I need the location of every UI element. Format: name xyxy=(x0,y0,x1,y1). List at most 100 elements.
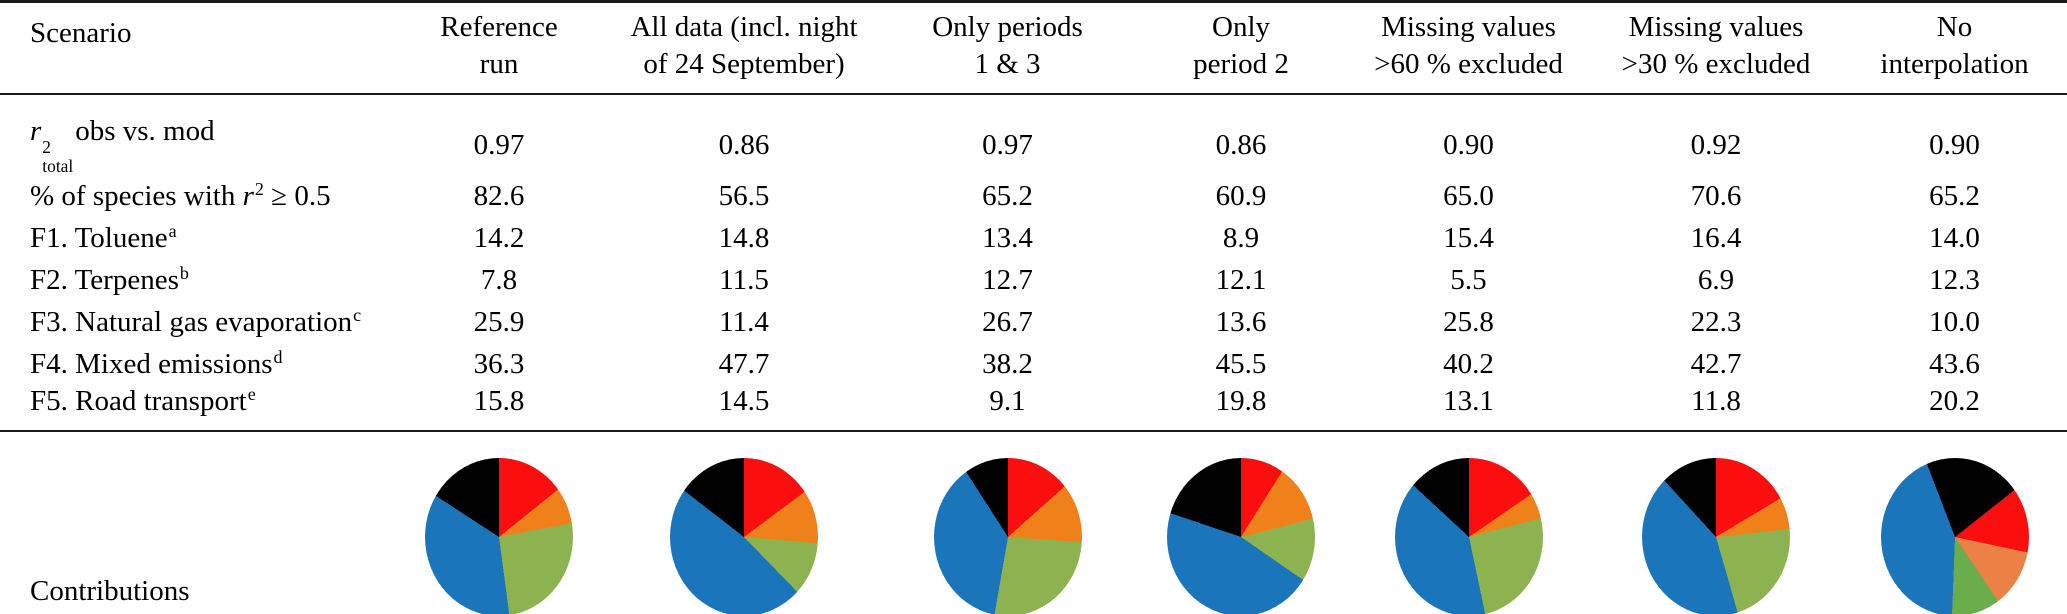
value-cell: 14.2 xyxy=(473,221,525,254)
column-header-only-period-2: Only period 2 xyxy=(1135,1,1347,96)
table-row-f4-mixed-emissions: F4. Mixed emissionsd 36.3 47.7 38.2 45.5… xyxy=(0,343,2067,385)
header-line: period 2 xyxy=(1193,48,1289,81)
contributions-row: Contributions xyxy=(0,430,2067,614)
table-row-f1-toluene: F1. Toluenea 14.2 14.8 13.4 8.9 15.4 16.… xyxy=(0,217,2067,259)
value-cell: 65.0 xyxy=(1443,179,1494,212)
column-header-only-periods-1-3: Only periods 1 & 3 xyxy=(880,1,1135,96)
pie-chart-reference-run xyxy=(425,458,573,614)
header-row: Scenario Reference run All data (incl. n… xyxy=(0,1,2067,96)
value-cell: 0.86 xyxy=(718,128,770,161)
value-cell: 14.0 xyxy=(1929,221,1980,254)
value-cell: 11.5 xyxy=(719,263,769,296)
header-line: >30 % excluded xyxy=(1621,48,1811,81)
value-cell: 0.97 xyxy=(982,128,1033,161)
row-label-f1-toluene: F1. Toluenea xyxy=(30,220,177,254)
header-line: Only xyxy=(1212,11,1270,43)
value-cell: 9.1 xyxy=(989,385,1026,418)
value-cell: 56.5 xyxy=(718,179,770,212)
value-cell: 42.7 xyxy=(1690,347,1742,380)
header-line: All data (incl. night xyxy=(630,11,858,43)
value-cell: 19.8 xyxy=(1215,385,1267,418)
value-cell: 13.6 xyxy=(1215,305,1267,338)
row-label-f5-road-transport: F5. Road transporte xyxy=(30,384,256,418)
row-label-f3-natural-gas: F3. Natural gas evaporationc xyxy=(30,304,362,338)
value-cell: 15.4 xyxy=(1443,221,1494,254)
value-cell: 5.5 xyxy=(1450,263,1487,296)
table-row-f2-terpenes: F2. Terpenesb 7.8 11.5 12.7 12.1 5.5 6.9… xyxy=(0,259,2067,301)
column-header-scenario: Scenario xyxy=(0,1,390,96)
value-cell: 60.9 xyxy=(1215,179,1267,212)
value-cell: 12.7 xyxy=(982,263,1033,296)
column-header-missing-30-excluded: Missing values >30 % excluded xyxy=(1590,1,1842,96)
pie-chart-only-period-2 xyxy=(1167,458,1315,614)
header-line: 1 & 3 xyxy=(974,48,1041,81)
value-cell: 22.3 xyxy=(1690,305,1742,338)
table-row-f5-road-transport: F5. Road transporte 15.8 14.5 9.1 19.8 1… xyxy=(0,384,2067,431)
value-cell: 47.7 xyxy=(718,347,770,380)
value-cell: 20.2 xyxy=(1929,385,1980,418)
pie-cell xyxy=(1590,430,1842,614)
row-label-r2-total: r 2 total obs vs. mod xyxy=(30,115,215,176)
table-row-pct-species: % of species with r2 ≥ 0.5 82.6 56.5 65.… xyxy=(0,175,2067,217)
value-cell: 70.6 xyxy=(1690,179,1742,212)
value-cell: 65.2 xyxy=(1929,179,1980,212)
pie-cell xyxy=(1135,430,1347,614)
value-cell: 40.2 xyxy=(1443,347,1494,380)
value-cell: 38.2 xyxy=(982,347,1033,380)
column-header-no-interpolation: No interpolation xyxy=(1842,1,2067,96)
value-cell: 15.8 xyxy=(473,385,525,418)
value-cell: 12.1 xyxy=(1215,263,1267,296)
column-header-missing-60-excluded: Missing values >60 % excluded xyxy=(1347,1,1590,96)
header-line: Missing values xyxy=(1628,11,1804,43)
value-cell: 65.2 xyxy=(982,179,1033,212)
header-line: Only periods xyxy=(932,11,1083,43)
header-line: interpolation xyxy=(1880,48,2029,81)
contributions-label: Contributions xyxy=(0,430,390,614)
pie-cell xyxy=(880,430,1135,614)
value-cell: 12.3 xyxy=(1929,263,1980,296)
value-cell: 13.4 xyxy=(982,221,1033,254)
pie-chart-all-data xyxy=(670,458,818,614)
pie-chart-missing-60-excluded xyxy=(1394,458,1543,614)
value-cell: 13.1 xyxy=(1443,385,1494,418)
value-cell: 14.5 xyxy=(718,385,770,418)
value-cell: 16.4 xyxy=(1690,221,1742,254)
value-cell: 14.8 xyxy=(718,221,770,254)
value-cell: 45.5 xyxy=(1215,347,1267,380)
column-header-all-data: All data (incl. night of 24 September) xyxy=(608,1,880,96)
pie-cell xyxy=(1842,430,2067,614)
table-row-r2-total: r 2 total obs vs. mod 0.97 0.86 0.97 0.86 0… xyxy=(0,94,2067,175)
value-cell: 6.9 xyxy=(1697,263,1735,296)
row-label-pct-species: % of species with r2 ≥ 0.5 xyxy=(30,178,331,212)
header-line: >60 % excluded xyxy=(1374,48,1563,81)
column-header-reference-run: Reference run xyxy=(390,1,608,96)
value-cell: 36.3 xyxy=(473,347,525,380)
header-line: No xyxy=(1936,11,1973,43)
pie-cell xyxy=(608,430,880,614)
value-cell: 7.8 xyxy=(480,263,518,296)
pie-cell xyxy=(390,430,608,614)
value-cell: 11.8 xyxy=(1691,385,1741,418)
header-line: Reference xyxy=(440,11,558,43)
pie-cell xyxy=(1347,430,1590,614)
pie-chart-only-periods-1-3 xyxy=(933,458,1082,614)
value-cell: 43.6 xyxy=(1929,347,1980,380)
value-cell: 8.9 xyxy=(1222,221,1260,254)
value-cell: 25.8 xyxy=(1443,305,1494,338)
pie-chart-missing-30-excluded xyxy=(1642,458,1790,614)
header-line: of 24 September) xyxy=(643,48,845,81)
value-cell: 11.4 xyxy=(719,305,769,338)
table-row-f3-natural-gas: F3. Natural gas evaporationc 25.9 11.4 2… xyxy=(0,301,2067,343)
pie-chart-no-interpolation xyxy=(1880,458,2029,614)
header-line: run xyxy=(479,48,519,81)
header-line: Missing values xyxy=(1381,11,1556,43)
value-cell: 0.97 xyxy=(473,128,525,161)
value-cell: 82.6 xyxy=(473,179,525,212)
value-cell: 10.0 xyxy=(1929,305,1980,338)
row-label-f2-terpenes: F2. Terpenesb xyxy=(30,262,189,296)
value-cell: 0.86 xyxy=(1215,128,1267,161)
value-cell: 0.92 xyxy=(1690,128,1742,161)
row-label-f4-mixed-emissions: F4. Mixed emissionsd xyxy=(30,346,283,380)
